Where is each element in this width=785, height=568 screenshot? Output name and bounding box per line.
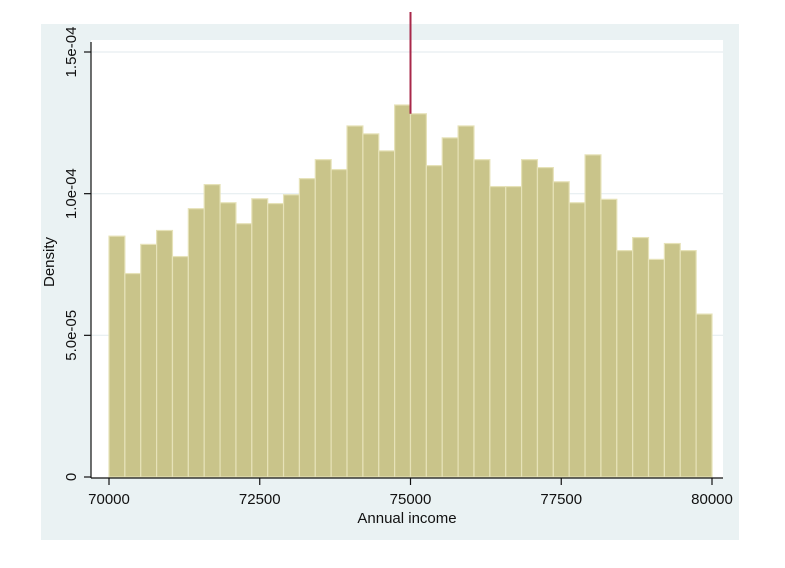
- histogram-bar: [282, 194, 301, 478]
- histogram-bar: [267, 202, 285, 478]
- y-tick-label: 1.5e-04: [63, 27, 80, 78]
- histogram-bar: [568, 202, 586, 478]
- histogram-bars: [108, 104, 713, 478]
- histogram-bar: [394, 104, 412, 478]
- histogram-bar: [140, 243, 158, 478]
- histogram-bar: [679, 250, 697, 478]
- histogram-bar: [552, 181, 570, 478]
- histogram-bar: [251, 198, 269, 478]
- histogram-bar: [409, 113, 427, 478]
- x-tick-label: 75000: [390, 491, 432, 508]
- histogram-bar: [108, 235, 126, 478]
- histogram-bar: [505, 185, 523, 478]
- histogram-bar: [378, 150, 396, 478]
- histogram-bar: [298, 178, 316, 478]
- histogram-bar: [632, 236, 650, 478]
- x-tick-label: 72500: [239, 491, 281, 508]
- x-tick-label: 77500: [540, 491, 582, 508]
- x-axis-title: Annual income: [357, 510, 456, 527]
- x-tick-label: 80000: [691, 491, 733, 508]
- x-axis-ticks: 70000 72500 75000 77500 80000: [88, 478, 733, 508]
- histogram-bar: [520, 159, 539, 478]
- histogram-bar: [219, 202, 237, 478]
- histogram-bar: [156, 229, 174, 478]
- histogram-bar: [362, 133, 380, 478]
- histogram-bar: [235, 223, 253, 478]
- histogram-bar: [457, 125, 475, 478]
- axes: [90, 42, 723, 479]
- y-axis-ticks: 0 5.0e-05 1.0e-04 1.5e-04: [63, 27, 91, 481]
- histogram-bar: [346, 125, 364, 478]
- histogram-bar: [584, 154, 602, 478]
- histogram-bar: [695, 313, 713, 478]
- histogram-bar: [536, 167, 554, 478]
- x-tick-label: 70000: [88, 491, 130, 508]
- histogram-bar: [663, 242, 681, 478]
- y-axis-title: Density: [41, 236, 58, 287]
- histogram-bar: [171, 255, 189, 478]
- histogram-bar: [441, 137, 459, 478]
- histogram-bar: [647, 258, 665, 478]
- y-tick-label: 0: [63, 473, 80, 481]
- histogram-bar: [425, 165, 443, 478]
- histogram-bar: [616, 250, 634, 478]
- histogram-bar: [473, 159, 491, 478]
- histogram-bar: [330, 168, 348, 478]
- histogram-bar: [187, 208, 205, 478]
- histogram-bar: [600, 198, 618, 478]
- y-tick-label: 1.0e-04: [63, 168, 80, 219]
- histogram-bar: [124, 272, 142, 478]
- histogram-bar: [489, 185, 507, 478]
- histogram-bar: [203, 184, 221, 478]
- y-tick-label: 5.0e-05: [63, 310, 80, 361]
- histogram-bar: [314, 159, 332, 478]
